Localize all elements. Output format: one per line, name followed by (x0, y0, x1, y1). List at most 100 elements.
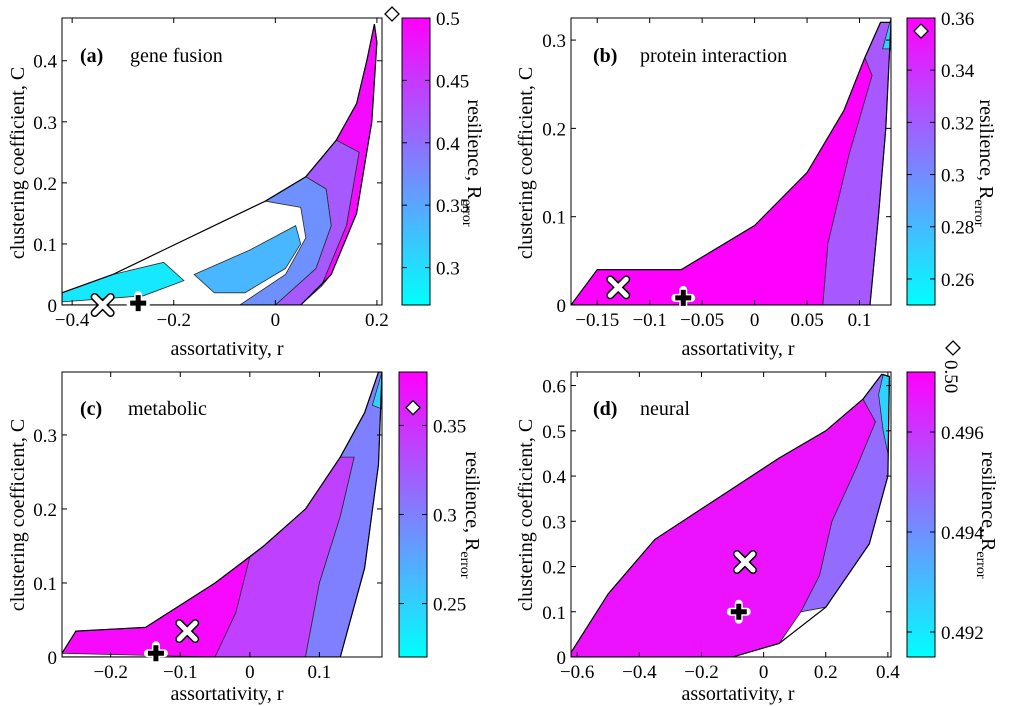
panel-d-ylabel: clustering coefficient, C (515, 419, 537, 611)
panel-b-colorbar-label: resilience, Rerror (971, 99, 997, 227)
panel-a-diamond-marker (384, 6, 400, 22)
panel-c-x-marker (176, 620, 198, 642)
panel-a: −0.4 −0.2 0 0.2 0 0.1 0.2 0.3 0.4 (a) gene fusi… (7, 6, 485, 360)
panel-b-ytick-label: 0 (557, 296, 567, 317)
panel-a-xlabel: assortativity, r (170, 338, 283, 360)
panel-d-xtick-label: 0 (759, 662, 769, 683)
panel-a-xtick-label: 0 (271, 310, 281, 331)
panel-b-xtick-label: 0.05 (790, 310, 823, 331)
panel-d-cbar-tick-label: 0.492 (941, 623, 984, 644)
panel-d-plus-marker (730, 603, 747, 620)
panel-d-title: neural (640, 398, 690, 420)
panel-d-colorbar-label: resilience, Rerror (973, 451, 999, 579)
panel-a-xtick-label: −0.4 (55, 310, 90, 331)
panel-d-ytick-label: 0.4 (542, 467, 566, 488)
panel-c-markers (143, 619, 200, 666)
panel-c-contour-band-3 (371, 372, 382, 410)
panel-a-y-ticks: 0 0.1 0.2 0.3 0.4 (33, 52, 382, 317)
panel-d-ytick-label: 0.2 (542, 558, 566, 579)
panel-d-xtick-label: −0.2 (684, 662, 718, 683)
panel-c-y-ticks: 0 0.1 0.2 0.3 (33, 426, 382, 669)
panel-d-diamond-marker (945, 340, 961, 356)
panel-b-cbar-tick-label: 0.3 (941, 166, 965, 187)
panel-b-ytick-label: 0.3 (542, 31, 566, 52)
panel-a-title: gene fusion (130, 45, 223, 67)
panel-a-ytick-label: 0.1 (33, 235, 57, 256)
panel-d-region-outline (571, 373, 891, 657)
panel-a-colorbar-label: resilience, Rerror (459, 99, 485, 227)
panel-a-cbar-tick-label: 0.5 (436, 9, 460, 30)
panel-b-y-ticks: 0 0.1 0.2 0.3 (542, 31, 891, 317)
panel-c-colorbar-diamond (405, 399, 421, 416)
panel-c-colorbar-label-sub: error (457, 551, 472, 579)
panel-b-region-outline (571, 21, 891, 305)
panel-d-ytick-label: 0.6 (542, 377, 566, 398)
panel-b-xtick-label: 0.1 (848, 310, 872, 331)
panel-d-xtick-label: 0.2 (814, 662, 838, 683)
panel-a-colorbar-diamond (384, 6, 400, 22)
panel-b-colorbar-ticks: 0.26 0.28 0.3 0.32 0.34 0.36 (907, 9, 975, 291)
panel-c-xtick-label: 0.1 (308, 662, 332, 683)
panel-d-contour-band-0 (571, 398, 876, 657)
panel-d-diamond-label: 0.50 (940, 360, 961, 393)
panel-c-cbar-tick-label: 0.3 (433, 506, 457, 527)
panel-d-label: (d) (593, 398, 617, 420)
panel-c-colorbar-label: resilience, Rerror (457, 451, 483, 579)
panel-d-colorbar (906, 371, 936, 658)
panel-b-colorbar (906, 17, 936, 306)
panel-c-label: (c) (80, 398, 102, 420)
panel-d-ytick-label: 0 (557, 648, 567, 669)
panel-d-x-marker (734, 551, 756, 573)
panel-b-ylabel: clustering coefficient, C (515, 67, 537, 259)
panel-c-xlabel: assortativity, r (170, 683, 283, 705)
panel-a-xtick-label: 0.2 (365, 310, 389, 331)
panel-a-ylabel: clustering coefficient, C (7, 67, 29, 259)
panel-b-colorbar-label-main: resilience, R (975, 99, 997, 200)
panel-a-colorbar-ticks: 0.3 0.35 0.4 0.45 0.5 (402, 9, 469, 280)
panel-c-colorbar-label-main: resilience, R (461, 451, 483, 552)
panel-d-xtick-label: −0.6 (560, 662, 594, 683)
panel-d-ytick-label: 0.5 (542, 422, 566, 443)
panel-b-x-marker (607, 276, 629, 298)
panel-c-ylabel: clustering coefficient, C (7, 419, 29, 611)
panel-c-xtick-label: 0 (245, 662, 255, 683)
panel-a-contour-band-4 (62, 261, 185, 303)
panel-a-x-ticks: −0.4 −0.2 0 0.2 (55, 18, 389, 331)
panel-a-cbar-tick-label: 0.45 (436, 71, 469, 92)
panel-c-cbar-tick-label: 0.35 (433, 416, 466, 437)
panel-b-axes-frame (570, 17, 892, 306)
panel-b-x-ticks: −0.15 −0.1 −0.05 0 0.05 0.1 (575, 18, 871, 331)
panel-c-title: metabolic (128, 398, 207, 420)
panel-c-axes-frame (61, 371, 383, 658)
panel-b-xtick-label: −0.1 (632, 310, 666, 331)
panel-c-ytick-label: 0.2 (33, 500, 57, 521)
panel-c-region-outline (62, 372, 382, 657)
panel-b-cbar-tick-label: 0.26 (941, 270, 974, 291)
panel-a-cbar-tick-label: 0.4 (436, 134, 460, 155)
panel-c-xtick-label: −0.1 (163, 662, 197, 683)
panel-b-cbar-tick-label: 0.34 (941, 61, 975, 82)
panel-d-y-ticks: 0 0.1 0.2 0.3 0.4 0.5 0.6 (542, 377, 891, 669)
panel-a-ytick-label: 0.4 (33, 52, 57, 73)
panel-a-colorbar-label-main: resilience, R (463, 99, 485, 200)
panel-c: −0.2 −0.1 0 0.1 0 0.1 0.2 0.3 (c) metabolic as… (7, 371, 483, 705)
panel-a-ytick-label: 0.2 (33, 174, 57, 195)
panel-d-colorbar-diamond: 0.50 (940, 340, 961, 393)
panel-a-contour-band-3 (193, 225, 302, 294)
panel-b-xlabel: assortativity, r (681, 338, 794, 360)
panel-d: −0.6 −0.4 −0.2 0 0.2 0.4 00.10.20.30.40.50.6 … (515, 340, 999, 705)
panel-b-label: (b) (593, 45, 617, 67)
panel-a-region-outline (62, 23, 378, 305)
panel-d-ytick-label: 0.3 (542, 512, 566, 533)
panel-c-colorbar-ticks: 0.25 0.3 0.35 (399, 416, 466, 616)
panel-c-xtick-label: −0.2 (93, 662, 127, 683)
panel-a-x-marker (92, 294, 114, 316)
panel-c-cbar-tick-label: 0.25 (433, 595, 466, 616)
panel-c-diamond-marker (405, 399, 421, 416)
panel-b-diamond-marker (913, 23, 929, 39)
panel-b-ytick-label: 0.1 (542, 208, 566, 229)
panel-a-axes-frame (61, 17, 383, 306)
panel-c-ytick-label: 0 (48, 648, 58, 669)
panel-b-xtick-label: −0.15 (575, 310, 619, 331)
